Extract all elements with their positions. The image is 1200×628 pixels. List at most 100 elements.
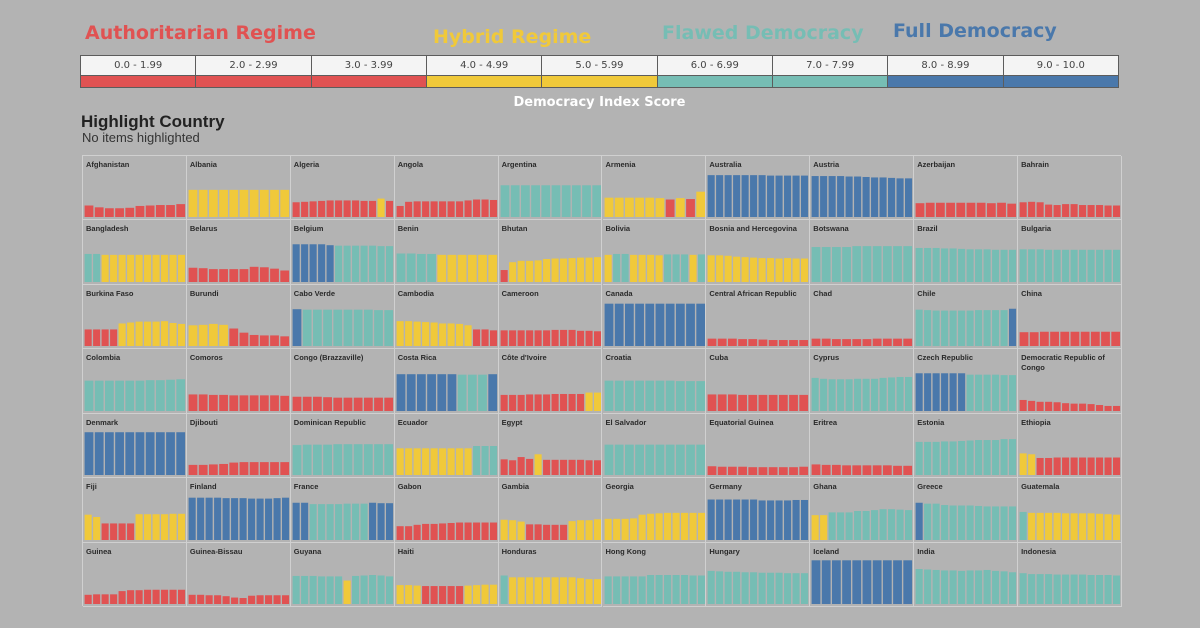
country-cell[interactable]: China <box>1018 284 1122 350</box>
country-cell[interactable]: Hungary <box>706 542 811 607</box>
country-cell[interactable]: Azerbaijan <box>914 156 1019 221</box>
country-cell[interactable]: Afghanistan <box>83 156 187 221</box>
score-bar <box>198 268 208 282</box>
country-cell[interactable]: El Salvador <box>602 413 707 479</box>
country-name: Botswana <box>813 224 849 234</box>
country-cell[interactable]: Greece <box>914 478 1019 543</box>
country-cell[interactable]: Bolivia <box>602 220 707 285</box>
country-cell[interactable]: Denmark <box>83 413 187 479</box>
country-cell[interactable]: Congo (Brazzaville) <box>290 349 395 414</box>
score-bar <box>540 185 550 218</box>
country-cell[interactable]: Argentina <box>498 156 603 221</box>
country-cell[interactable]: Botswana <box>810 220 915 285</box>
country-name: Australia <box>709 160 742 169</box>
country-cell[interactable]: Estonia <box>914 413 1019 479</box>
country-cell[interactable]: Bhutan <box>498 220 603 285</box>
country-cell[interactable]: Iceland <box>810 542 915 607</box>
country-cell[interactable]: Bosnia and Hercegovina <box>706 220 811 285</box>
score-bar <box>481 446 489 476</box>
score-bar <box>534 394 542 411</box>
country-cell[interactable]: Armenia <box>602 156 707 221</box>
country-cell[interactable]: Finland <box>186 478 291 543</box>
country-cell[interactable]: Cambodia <box>394 284 499 350</box>
country-cell[interactable]: Guatemala <box>1018 478 1122 543</box>
score-bar <box>888 508 896 540</box>
country-cell[interactable]: Eritrea <box>810 413 915 479</box>
country-cell[interactable]: Cuba <box>706 349 811 414</box>
country-sparkbar-chart <box>811 176 913 218</box>
score-bar <box>205 497 213 540</box>
country-cell[interactable]: India <box>914 542 1019 607</box>
score-bar <box>188 497 196 540</box>
score-bar <box>101 254 109 282</box>
country-cell[interactable]: Cabo Verde <box>290 284 395 350</box>
score-bar <box>1053 512 1061 540</box>
score-bar <box>832 339 842 347</box>
country-cell[interactable]: Ghana <box>810 478 915 543</box>
country-name: Colombia <box>86 353 121 363</box>
country-cell[interactable]: Democratic Republic of Congo <box>1018 349 1122 414</box>
country-cell[interactable]: Czech Republic <box>914 349 1019 414</box>
score-bar <box>144 513 152 540</box>
country-cell[interactable]: Chile <box>914 284 1019 350</box>
country-cell[interactable]: Egypt <box>498 413 603 479</box>
country-cell[interactable]: Colombia <box>83 349 187 414</box>
highlight-country-status[interactable]: No items highlighted <box>82 130 200 145</box>
score-bar <box>924 442 932 476</box>
country-cell[interactable]: Central African Republic <box>706 284 811 350</box>
country-cell[interactable]: Comoros <box>186 349 291 414</box>
country-cell[interactable]: Indonesia <box>1018 542 1122 607</box>
country-cell[interactable]: Equatorial Guinea <box>706 413 811 479</box>
country-cell[interactable]: Canada <box>602 284 707 350</box>
country-cell[interactable]: Guinea <box>83 542 187 607</box>
country-cell[interactable]: Benin <box>394 220 499 285</box>
score-bar <box>343 503 351 540</box>
country-cell[interactable]: Bulgaria <box>1018 220 1122 285</box>
country-sparkbar-chart <box>396 373 497 411</box>
country-cell[interactable]: Cyprus <box>810 349 915 414</box>
score-bar <box>873 465 882 476</box>
country-cell[interactable]: Burundi <box>186 284 291 350</box>
country-cell[interactable]: Dominican Republic <box>290 413 395 479</box>
score-bar <box>351 503 359 540</box>
country-cell[interactable]: Gambia <box>498 478 603 543</box>
score-bar <box>178 324 186 347</box>
score-bar <box>1062 574 1070 604</box>
country-cell[interactable]: Gabon <box>394 478 499 543</box>
score-bar <box>396 585 404 604</box>
country-cell[interactable]: Fiji <box>83 478 187 543</box>
score-bar <box>941 310 949 347</box>
country-cell[interactable]: Guyana <box>290 542 395 607</box>
country-cell[interactable]: Australia <box>706 156 811 221</box>
country-cell[interactable]: Croatia <box>602 349 707 414</box>
score-bar <box>208 464 218 476</box>
country-cell[interactable]: Cameroon <box>498 284 603 350</box>
country-cell[interactable]: Ethiopia <box>1018 413 1122 479</box>
country-cell[interactable]: Costa Rica <box>394 349 499 414</box>
country-name: Equatorial Guinea <box>709 417 774 427</box>
country-cell[interactable]: Honduras <box>498 542 603 607</box>
country-cell[interactable]: Georgia <box>602 478 707 543</box>
country-cell[interactable]: Albania <box>186 156 291 221</box>
country-cell[interactable]: Algeria <box>290 156 395 221</box>
country-cell[interactable]: Brazil <box>914 220 1019 285</box>
country-cell[interactable]: France <box>290 478 395 543</box>
country-cell[interactable]: Germany <box>706 478 811 543</box>
country-cell[interactable]: Bangladesh <box>83 220 187 285</box>
country-cell[interactable]: Guinea-Bissau <box>186 542 291 607</box>
score-bar <box>467 374 477 411</box>
country-cell[interactable]: Djibouti <box>186 413 291 479</box>
country-cell[interactable]: Hong Kong <box>602 542 707 607</box>
country-cell[interactable]: Chad <box>810 284 915 350</box>
country-cell[interactable]: Angola <box>394 156 499 221</box>
country-cell[interactable]: Belarus <box>186 220 291 285</box>
country-cell[interactable]: Bahrain <box>1018 156 1122 221</box>
country-cell[interactable]: Côte d'Ivoire <box>498 349 603 414</box>
country-cell[interactable]: Burkina Faso <box>83 284 187 350</box>
country-cell[interactable]: Austria <box>810 156 915 221</box>
score-bar <box>309 244 317 282</box>
country-cell[interactable]: Belgium <box>290 220 395 285</box>
score-bar <box>500 330 508 347</box>
country-cell[interactable]: Ecuador <box>394 413 499 479</box>
country-cell[interactable]: Haiti <box>394 542 499 607</box>
